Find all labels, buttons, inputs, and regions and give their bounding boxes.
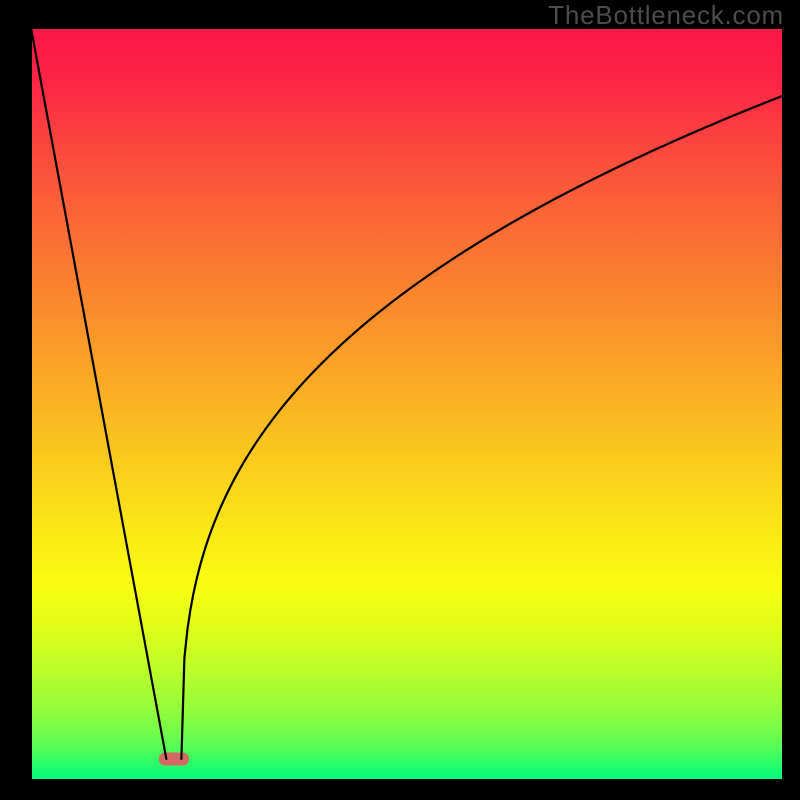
chart-stage: TheBottleneck.com	[0, 0, 800, 800]
cusp-marker	[159, 752, 189, 765]
plot-background	[31, 28, 783, 780]
watermark-text: TheBottleneck.com	[548, 0, 784, 31]
bottleneck-chart	[0, 0, 800, 800]
